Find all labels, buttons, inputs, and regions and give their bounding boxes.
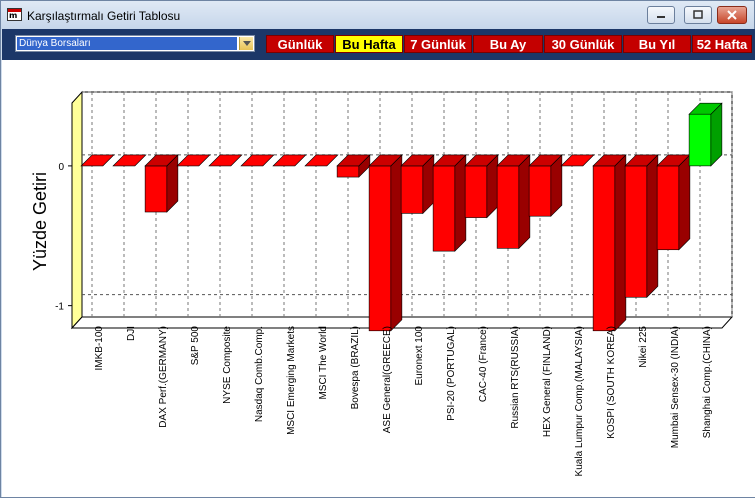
bar-top [368, 154, 403, 167]
bar-top [624, 154, 659, 167]
x-tick-label: MSCI Emerging Markets [286, 326, 297, 435]
tab-this-month[interactable]: Bu Ay [473, 35, 543, 53]
bar [624, 165, 648, 298]
bar [464, 165, 488, 218]
bar [112, 154, 147, 167]
minimize-icon [657, 16, 665, 18]
x-tick-label: IMKB-100 [94, 326, 105, 371]
chevron-down-icon[interactable] [239, 37, 253, 50]
x-tick-label: CAC-40 (France) [478, 326, 489, 402]
toolbar: Dünya Borsaları Günlük Bu Hafta 7 Günlük… [2, 29, 755, 60]
bar [656, 165, 680, 251]
close-button[interactable] [717, 6, 747, 24]
returns-chart: 0 -1 Yüzde Getiri IMKB-100 DJI DAX Perf.(GERM… [30, 90, 734, 476]
y-axis-title: Yüzde Getiri [30, 172, 50, 271]
x-tick-label: Euronext 100 [414, 326, 425, 386]
title-bar[interactable]: m Karşılaştırmalı Getiri Tablosu [1, 1, 754, 29]
tab-52-weeks[interactable]: 52 Hafta [692, 35, 752, 53]
bar [400, 165, 424, 214]
bar-top [464, 154, 499, 167]
tab-7-days[interactable]: 7 Günlük [404, 35, 472, 53]
app-icon: m [7, 8, 22, 21]
tab-this-year[interactable]: Bu Yıl [623, 35, 691, 53]
x-tick-label: NYSE Composite [222, 326, 233, 404]
x-tick-label: HEX General (FINLAND) [542, 326, 553, 437]
x-tick-label: Shanghai Comp.(CHINA) [702, 326, 713, 438]
bar [432, 165, 456, 252]
bar-top [336, 154, 371, 167]
bar [240, 154, 275, 167]
y-tick-label: -1 [55, 302, 64, 313]
x-tick-label: Kuala Lumpur Comp.(MALAYSIA) [574, 326, 585, 476]
bar-top [144, 154, 179, 167]
bar [688, 113, 712, 167]
tab-this-week[interactable]: Bu Hafta [335, 35, 403, 53]
bar-side [390, 154, 403, 332]
bar-top [592, 154, 627, 167]
bar-side [454, 154, 467, 252]
bar-top [432, 154, 467, 167]
bar-side [518, 154, 531, 250]
chart-side-wall [71, 90, 83, 330]
x-tick-label: Nikei 225 [638, 326, 649, 368]
bar [208, 154, 243, 167]
bar-top [400, 154, 435, 167]
x-tick-label: Bovespa (BRAZIL) [350, 326, 361, 409]
x-tick-label: DJI [126, 326, 137, 341]
x-tick-label: Russian RTS(RUSSIA) [510, 326, 521, 429]
market-group-select[interactable]: Dünya Borsaları [15, 35, 255, 52]
x-tick-label: KOSPI (SOUTH KOREA) [606, 326, 617, 439]
x-tick-label: Mumbai Sensex-30 (INDIA) [670, 326, 681, 448]
bar-side [678, 154, 691, 251]
tab-daily[interactable]: Günlük [266, 35, 334, 53]
minimize-button[interactable] [647, 6, 675, 24]
bar [80, 154, 115, 167]
close-icon [727, 10, 737, 20]
bar [336, 165, 360, 178]
window-title: Karşılaştırmalı Getiri Tablosu [27, 9, 181, 23]
period-tabs: Günlük Bu Hafta 7 Günlük Bu Ay 30 Günlük… [266, 35, 753, 53]
maximize-icon [693, 10, 703, 19]
maximize-button[interactable] [684, 6, 712, 24]
bar-side [646, 154, 659, 298]
x-tick-label: PSI-20 (PORTUGAL) [446, 326, 457, 421]
bar [176, 154, 211, 167]
bar [592, 165, 616, 332]
tab-30-days[interactable]: 30 Günlük [544, 35, 622, 53]
market-group-value: Dünya Borsaları [17, 37, 237, 50]
bar [560, 154, 595, 167]
x-tick-label: ASE General(GREECE) [382, 326, 393, 433]
bar [528, 165, 552, 217]
bar [144, 165, 168, 213]
x-tick-label: Nasdaq Comb.Comp. [254, 326, 265, 422]
x-tick-label: DAX Perf.(GERMANY) [158, 326, 169, 428]
bar [496, 165, 520, 249]
bar [272, 154, 307, 167]
y-tick-label: 0 [58, 162, 64, 173]
x-tick-label: MSCI The World [318, 326, 329, 400]
bar-top [496, 154, 531, 167]
chart-pane: 0 -1 Yüzde Getiri IMKB-100 DJI DAX Perf.(GERM… [2, 60, 755, 497]
bar-top [528, 154, 563, 167]
bar-top [688, 102, 723, 115]
bar [304, 154, 339, 167]
bar [368, 165, 392, 332]
x-tick-label: S&P 500 [190, 326, 201, 366]
bar-side [614, 154, 627, 332]
